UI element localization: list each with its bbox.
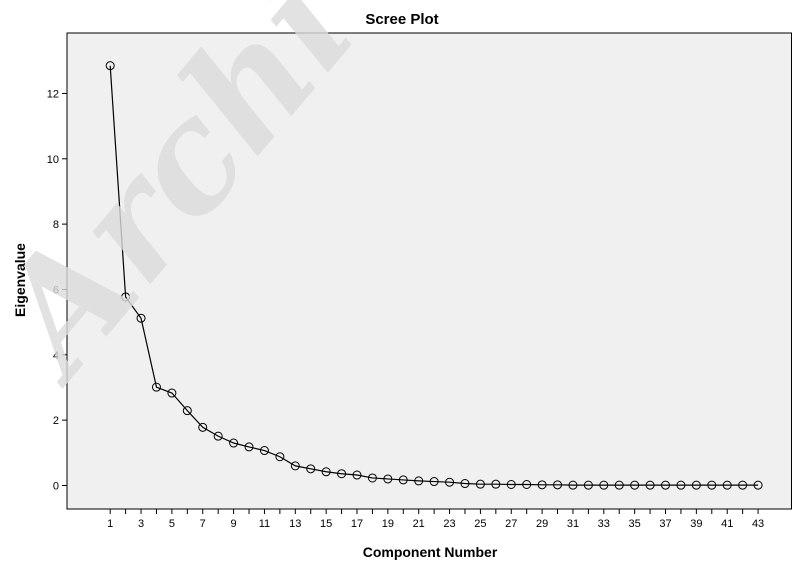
data-point [306,464,316,474]
data-point [182,406,192,416]
data-point [398,475,408,485]
y-tick-label: 4 [53,350,59,362]
data-point [290,461,300,471]
x-tick-label: 39 [690,518,702,530]
x-tick-label: 35 [629,518,641,530]
y-axis: 0 2 4 6 8 10 12 [47,88,67,492]
x-tick-label: 15 [320,518,332,530]
data-point [105,61,115,71]
data-point [475,479,485,489]
y-tick-label: 6 [53,284,59,296]
data-point [522,479,532,489]
data-point [229,438,239,448]
x-tick-label: 27 [505,518,517,530]
data-point [630,480,640,490]
x-tick-label: 25 [474,518,486,530]
x-tick-label: 37 [659,518,671,530]
chart-title: Scree Plot [365,11,438,28]
data-point [568,480,578,490]
data-points [105,61,763,490]
series-line [109,65,759,486]
x-tick-label: 3 [138,518,144,530]
x-tick-label: 5 [169,518,175,530]
y-tick-label: 0 [53,480,59,492]
data-point [691,480,701,490]
x-tick-label: 33 [598,518,610,530]
data-point [707,480,717,490]
data-point [244,442,254,452]
data-point [383,474,393,484]
data-point [167,388,177,398]
data-point [275,452,285,462]
y-tick-label: 12 [47,88,59,100]
data-point [661,480,671,490]
data-point [198,422,208,432]
y-axis-label: Eigenvalue [12,243,28,317]
data-point [753,480,763,490]
data-point [553,480,563,490]
data-point [506,479,516,489]
x-tick-label: 29 [536,518,548,530]
x-tick-label: 13 [289,518,301,530]
data-point [121,292,131,302]
data-point [491,479,501,489]
y-tick-label: 2 [53,415,59,427]
data-point [599,480,609,490]
x-tick-label: 1 [107,518,113,530]
data-point [460,479,470,489]
x-tick-label: 17 [351,518,363,530]
x-axis: 1 3 5 7 9 11 13 15 17 19 21 23 25 27 29 31 33 35 37 39 41 43 [107,509,764,530]
data-point [645,480,655,490]
data-point [352,470,362,480]
x-tick-label: 41 [721,518,733,530]
x-axis-label: Component Number [363,544,498,560]
x-tick-label: 19 [382,518,394,530]
x-tick-label: 11 [259,518,270,530]
data-point [321,467,331,477]
x-tick-label: 9 [231,518,237,530]
data-point [337,469,347,479]
data-point [676,480,686,490]
data-point [429,477,439,487]
data-point [583,480,593,490]
x-tick-label: 43 [752,518,764,530]
data-point [151,382,161,392]
data-point [738,480,748,490]
data-point [414,476,424,486]
data-point [136,313,146,323]
data-point [259,446,269,456]
x-tick-label: 23 [443,518,455,530]
x-tick-label: 31 [567,518,579,530]
y-tick-label: 10 [47,154,59,166]
plot-area [66,32,792,510]
data-point [367,473,377,483]
x-tick-label: 21 [413,518,425,530]
data-point [445,477,455,487]
data-point [213,431,223,441]
data-point [722,480,732,490]
y-tick-label: 8 [53,219,59,231]
data-point [614,480,624,490]
x-tick-label: 7 [200,518,206,530]
data-point [537,480,547,490]
